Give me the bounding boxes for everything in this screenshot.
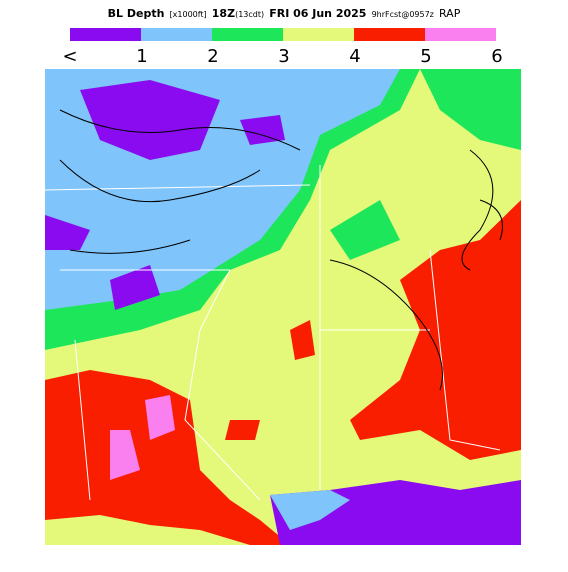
field-area: [330, 69, 521, 260]
field-area: [110, 395, 175, 480]
title-time: 18Z: [212, 7, 235, 20]
colorbar-label: <: [62, 46, 77, 67]
title-units: [x1000ft]: [170, 10, 207, 19]
title-local: (13cdt): [235, 10, 264, 19]
title-date: FRI 06 Jun 2025: [269, 7, 366, 20]
field-area: [270, 490, 350, 530]
title-model: RAP: [439, 7, 461, 20]
colorbar-label: 2: [207, 46, 218, 67]
colorbar-swatch: [425, 28, 496, 41]
title-field: BL Depth: [108, 7, 165, 20]
colorbar-swatch: [283, 28, 354, 41]
colorbar-swatch: [141, 28, 212, 41]
field-area: [45, 515, 250, 545]
colorbar-swatch: [212, 28, 283, 41]
contours: [59, 109, 503, 391]
field-area: [225, 320, 315, 440]
colorbar-label: 1: [136, 46, 147, 67]
map: [45, 69, 521, 545]
colorbar-swatch: [354, 28, 425, 41]
colorbar: <1 2 3 4 5 6: [62, 28, 503, 67]
field-area: [45, 370, 290, 545]
boundaries: [45, 165, 501, 501]
colorbar-label: 5: [420, 46, 431, 67]
field-area: [350, 200, 521, 460]
field-area: [45, 80, 285, 310]
colorbar-label: 4: [349, 46, 360, 67]
title-forecast: 9hrFcst@0957z: [372, 10, 434, 19]
title: BL Depth [x1000ft] 18Z(13cdt) FRI 06 Jun…: [108, 2, 461, 21]
colorbar-label: 6: [491, 46, 502, 67]
colorbar-label: 3: [278, 46, 289, 67]
colorbar-swatch: [70, 28, 141, 41]
